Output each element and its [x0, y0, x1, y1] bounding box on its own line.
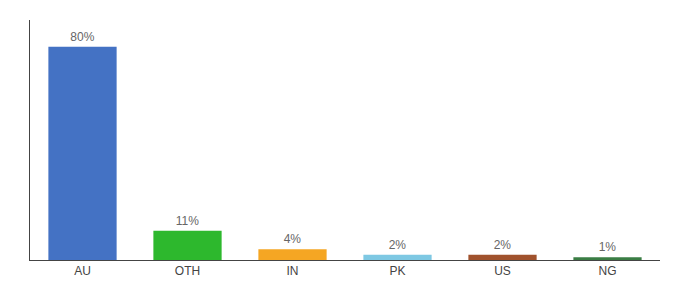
svg-text:US: US — [494, 264, 511, 278]
svg-text:NG: NG — [599, 264, 617, 278]
svg-text:PK: PK — [389, 264, 405, 278]
svg-text:2%: 2% — [389, 238, 407, 252]
svg-text:80%: 80% — [70, 30, 94, 44]
svg-text:OTH: OTH — [175, 264, 200, 278]
svg-text:4%: 4% — [284, 232, 302, 246]
svg-text:11%: 11% — [176, 214, 199, 228]
svg-text:AU: AU — [74, 264, 91, 278]
svg-text:2%: 2% — [494, 238, 512, 252]
svg-text:1%: 1% — [599, 240, 617, 254]
svg-text:IN: IN — [287, 264, 299, 278]
